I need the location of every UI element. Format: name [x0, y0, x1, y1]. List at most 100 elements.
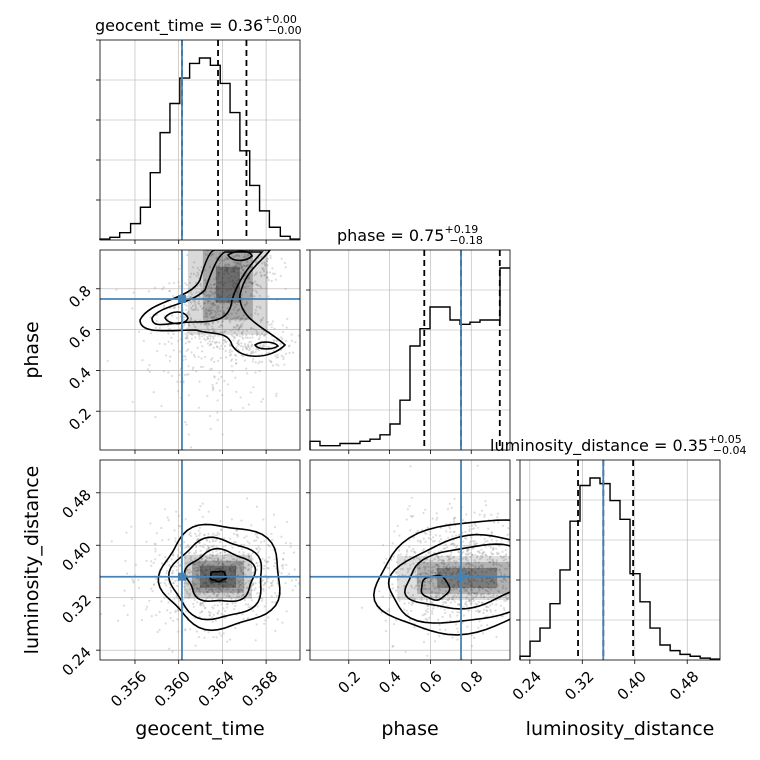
scatter-point — [251, 582, 255, 585]
scatter-point — [230, 312, 233, 315]
scatter-point — [416, 578, 419, 582]
scatter-point — [168, 289, 171, 292]
scatter-point — [176, 584, 179, 588]
scatter-point — [432, 607, 435, 610]
scatter-point — [482, 596, 485, 599]
scatter-point — [249, 593, 252, 596]
scatter-point — [267, 279, 270, 282]
scatter-point — [489, 569, 492, 572]
scatter-point — [428, 559, 431, 563]
scatter-point — [433, 565, 436, 568]
scatter-point — [207, 300, 210, 303]
scatter-point — [240, 332, 244, 335]
scatter-point — [236, 533, 239, 536]
x-tick-label: 0.368 — [238, 668, 281, 711]
scatter-point — [266, 276, 269, 279]
scatter-point — [188, 551, 191, 554]
scatter-point — [220, 344, 223, 347]
scatter-point — [221, 259, 224, 262]
y-tick-label: 0.24 — [58, 643, 94, 679]
scatter-point — [481, 553, 484, 556]
scatter-point — [208, 334, 211, 338]
scatter-point — [411, 514, 415, 517]
scatter-point — [173, 597, 176, 600]
scatter-point — [213, 375, 216, 378]
scatter-point — [184, 588, 187, 591]
scatter-point — [152, 583, 155, 586]
scatter-point — [198, 564, 201, 567]
scatter-point — [211, 590, 214, 593]
scatter-point — [385, 557, 388, 561]
scatter-point — [177, 548, 180, 551]
scatter-point — [226, 559, 229, 563]
scatter-point — [235, 566, 238, 570]
scatter-point — [454, 577, 457, 580]
scatter-point — [234, 565, 237, 568]
scatter-point — [416, 539, 419, 543]
scatter-point — [424, 571, 427, 574]
scatter-point — [260, 262, 264, 265]
scatter-point — [209, 415, 212, 418]
scatter-point — [211, 554, 215, 557]
scatter-point — [208, 595, 211, 598]
scatter-point — [198, 295, 201, 298]
scatter-point — [218, 533, 221, 536]
scatter-point — [503, 578, 506, 581]
scatter-point — [219, 540, 222, 544]
scatter-point — [247, 564, 250, 567]
scatter-point — [203, 534, 206, 537]
scatter-point — [210, 328, 213, 331]
scatter-point — [197, 406, 201, 409]
scatter-point — [435, 563, 438, 566]
scatter-point — [198, 268, 201, 272]
scatter-point — [194, 303, 197, 307]
scatter-point — [230, 578, 233, 582]
scatter-point — [482, 551, 485, 554]
scatter-point — [446, 508, 450, 511]
scatter-point — [440, 581, 443, 584]
scatter-point — [227, 301, 230, 304]
scatter-point — [203, 561, 206, 564]
scatter-point — [236, 316, 239, 320]
scatter-point — [483, 515, 486, 518]
scatter-point — [205, 569, 208, 572]
scatter-point — [196, 601, 199, 604]
scatter-point — [215, 567, 218, 570]
scatter-point — [447, 599, 450, 602]
scatter-point — [204, 312, 207, 315]
scatter-point — [408, 545, 411, 549]
scatter-point — [510, 558, 512, 560]
scatter-point — [226, 602, 229, 606]
scatter-point — [511, 555, 513, 557]
scatter-point — [223, 264, 227, 267]
scatter-point — [210, 358, 213, 361]
scatter-point — [423, 580, 426, 583]
scatter-point — [217, 582, 220, 585]
scatter-point — [206, 395, 209, 398]
scatter-point — [225, 553, 228, 556]
scatter-point — [485, 577, 488, 580]
scatter-point — [210, 588, 213, 591]
scatter-point — [259, 541, 263, 544]
scatter-point — [274, 558, 277, 561]
scatter-point — [451, 565, 454, 568]
scatter-point — [273, 565, 276, 568]
scatter-point — [467, 570, 471, 574]
scatter-point — [164, 508, 167, 511]
scatter-point — [206, 335, 209, 338]
scatter-point — [177, 390, 180, 393]
scatter-point — [256, 551, 260, 555]
scatter-point — [186, 334, 189, 337]
scatter-point — [405, 609, 408, 612]
scatter-point — [457, 593, 460, 596]
scatter-point — [195, 538, 199, 542]
scatter-point — [202, 574, 205, 577]
scatter-point — [489, 580, 492, 583]
scatter-point — [230, 275, 233, 278]
scatter-point — [133, 574, 136, 577]
scatter-point — [237, 349, 240, 352]
scatter-point — [268, 351, 271, 354]
scatter-point — [231, 566, 234, 569]
scatter-point — [243, 560, 246, 563]
scatter-point — [217, 583, 220, 586]
